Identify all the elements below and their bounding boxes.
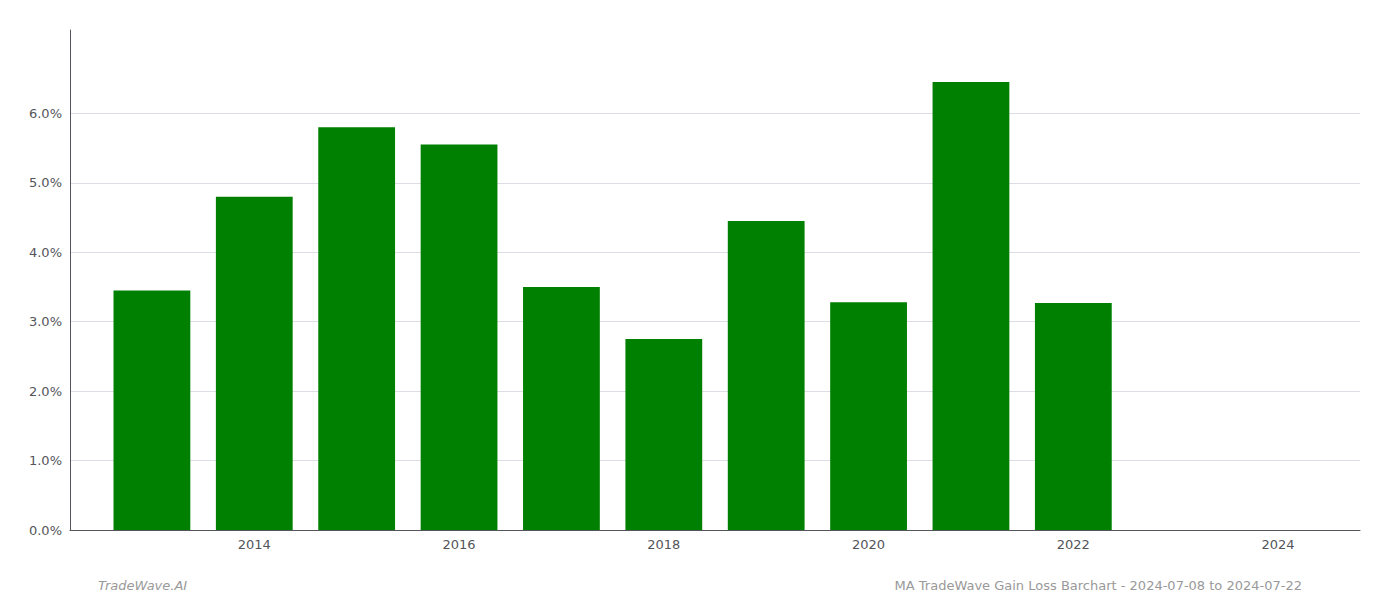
svg-text:2024: 2024 bbox=[1262, 537, 1295, 552]
svg-text:2016: 2016 bbox=[443, 537, 476, 552]
svg-text:TradeWave.AI: TradeWave.AI bbox=[98, 578, 187, 593]
svg-text:2014: 2014 bbox=[238, 537, 271, 552]
svg-text:5.0%: 5.0% bbox=[29, 175, 62, 190]
svg-text:MA TradeWave Gain Loss Barchar: MA TradeWave Gain Loss Barchart - 2024-0… bbox=[895, 578, 1302, 593]
svg-text:2020: 2020 bbox=[852, 537, 885, 552]
svg-text:6.0%: 6.0% bbox=[29, 106, 62, 121]
svg-text:2018: 2018 bbox=[647, 537, 680, 552]
svg-text:2.0%: 2.0% bbox=[29, 384, 62, 399]
svg-text:2022: 2022 bbox=[1057, 537, 1090, 552]
svg-text:4.0%: 4.0% bbox=[29, 245, 62, 260]
svg-text:0.0%: 0.0% bbox=[29, 523, 62, 538]
svg-text:3.0%: 3.0% bbox=[29, 314, 62, 329]
svg-text:1.0%: 1.0% bbox=[29, 453, 62, 468]
